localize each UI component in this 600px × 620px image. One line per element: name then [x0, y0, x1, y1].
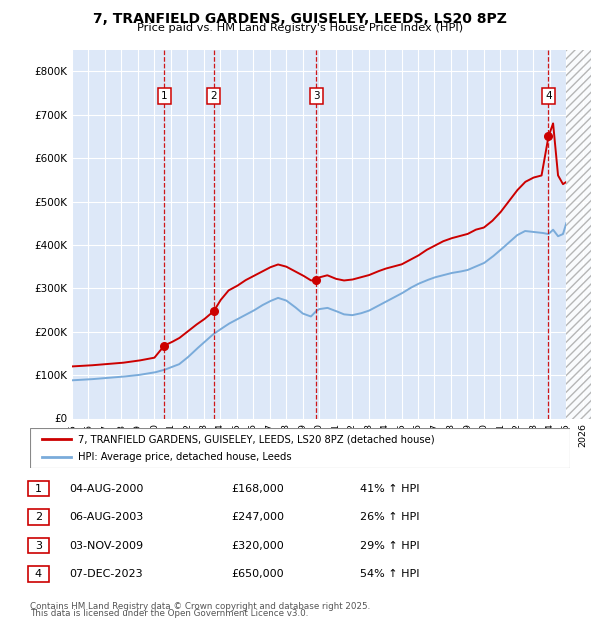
- Text: This data is licensed under the Open Government Licence v3.0.: This data is licensed under the Open Gov…: [30, 609, 308, 618]
- Text: 3: 3: [313, 91, 320, 100]
- Text: 07-DEC-2023: 07-DEC-2023: [69, 569, 143, 579]
- Text: £247,000: £247,000: [231, 512, 284, 522]
- Text: 1: 1: [161, 91, 167, 100]
- Text: 1: 1: [35, 484, 42, 494]
- Text: 3: 3: [35, 541, 42, 551]
- Text: 4: 4: [545, 91, 552, 100]
- Text: 2: 2: [211, 91, 217, 100]
- Text: 7, TRANFIELD GARDENS, GUISELEY, LEEDS, LS20 8PZ (detached house): 7, TRANFIELD GARDENS, GUISELEY, LEEDS, L…: [77, 434, 434, 444]
- Text: Contains HM Land Registry data © Crown copyright and database right 2025.: Contains HM Land Registry data © Crown c…: [30, 602, 370, 611]
- Text: 29% ↑ HPI: 29% ↑ HPI: [360, 541, 419, 551]
- Text: 54% ↑ HPI: 54% ↑ HPI: [360, 569, 419, 579]
- Text: Price paid vs. HM Land Registry's House Price Index (HPI): Price paid vs. HM Land Registry's House …: [137, 23, 463, 33]
- Text: 2: 2: [35, 512, 42, 522]
- Text: 41% ↑ HPI: 41% ↑ HPI: [360, 484, 419, 494]
- Text: 03-NOV-2009: 03-NOV-2009: [69, 541, 143, 551]
- Text: HPI: Average price, detached house, Leeds: HPI: Average price, detached house, Leed…: [77, 452, 291, 462]
- Text: £168,000: £168,000: [231, 484, 284, 494]
- Text: 7, TRANFIELD GARDENS, GUISELEY, LEEDS, LS20 8PZ: 7, TRANFIELD GARDENS, GUISELEY, LEEDS, L…: [93, 12, 507, 27]
- Text: 4: 4: [35, 569, 42, 579]
- Text: £320,000: £320,000: [231, 541, 284, 551]
- Text: 04-AUG-2000: 04-AUG-2000: [69, 484, 143, 494]
- Text: £650,000: £650,000: [231, 569, 284, 579]
- Bar: [566, 50, 591, 419]
- Text: 06-AUG-2003: 06-AUG-2003: [69, 512, 143, 522]
- Text: 26% ↑ HPI: 26% ↑ HPI: [360, 512, 419, 522]
